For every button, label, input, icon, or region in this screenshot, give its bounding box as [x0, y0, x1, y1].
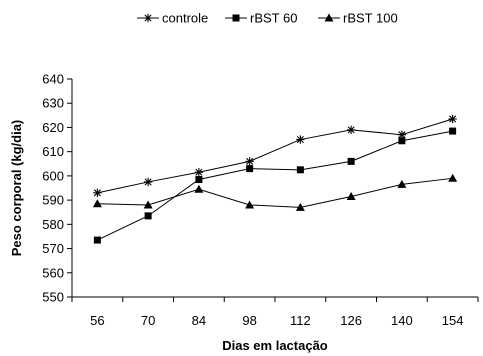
legend-label: controle — [162, 11, 208, 26]
data-point — [347, 157, 355, 165]
data-point — [93, 188, 102, 198]
x-tick-label: 154 — [442, 313, 464, 328]
x-tick-label: 112 — [290, 313, 311, 328]
legend-label: rBST 60 — [250, 11, 297, 26]
data-point — [397, 130, 407, 139]
y-tick-label: 610 — [42, 144, 64, 159]
legend-entry: rBST 60 — [225, 11, 297, 26]
legend: controle rBST 60 rBST 100 — [137, 11, 398, 26]
data-point — [93, 236, 101, 244]
data-point — [449, 127, 457, 135]
x-tick-label: 56 — [90, 313, 104, 328]
y-tick-label: 590 — [42, 193, 64, 208]
axes: 550 560 570 580 590 600 610 620 630 640 56 70 84 98 11… — [42, 72, 479, 328]
y-tick-label: 600 — [42, 168, 64, 183]
legend-marker — [143, 13, 153, 23]
data-point — [245, 200, 255, 209]
y-axis-title: Peso corporal (kg/dia) — [9, 120, 24, 257]
data-point — [448, 173, 458, 182]
series-line — [97, 130, 453, 241]
data-point — [398, 137, 406, 145]
legend-entry: controle — [137, 11, 208, 26]
data-point — [245, 157, 254, 166]
data-point — [194, 168, 204, 177]
series-triangle — [92, 173, 458, 211]
y-tick-label: 630 — [42, 96, 64, 111]
data-point — [397, 179, 407, 188]
data-point — [92, 199, 102, 208]
series-square — [93, 127, 457, 244]
series-asterisk — [93, 114, 457, 198]
y-tick-label: 570 — [42, 241, 64, 256]
data-point — [346, 191, 356, 200]
y-tick-label: 620 — [42, 120, 64, 135]
legend-marker — [232, 14, 240, 22]
y-tick-label: 580 — [42, 217, 64, 232]
data-point — [144, 212, 152, 220]
data-point — [143, 177, 153, 187]
legend-label: rBST 100 — [343, 11, 398, 26]
series-line — [97, 177, 453, 208]
x-axis-title: Dias em lactação — [222, 338, 328, 353]
data-point — [194, 184, 204, 193]
y-tick-label: 640 — [42, 72, 64, 87]
series-line — [97, 118, 453, 194]
data-point — [346, 125, 356, 135]
x-tick-label: 70 — [141, 313, 155, 328]
data-point — [295, 202, 305, 211]
y-tick-label: 560 — [42, 265, 64, 280]
data-point — [195, 176, 203, 184]
legend-marker — [324, 13, 334, 22]
legend-entry: rBST 100 — [318, 11, 398, 26]
data-point — [448, 114, 457, 124]
data-point — [143, 200, 153, 209]
y-tick-label: 550 — [42, 290, 64, 305]
data-point — [296, 135, 305, 144]
data-point — [246, 165, 254, 173]
data-point — [296, 166, 304, 174]
x-tick-label: 140 — [391, 313, 413, 328]
x-tick-label: 84 — [192, 313, 206, 328]
x-tick-label: 126 — [340, 313, 362, 328]
series-layer — [92, 114, 458, 244]
x-tick-label: 98 — [242, 313, 256, 328]
